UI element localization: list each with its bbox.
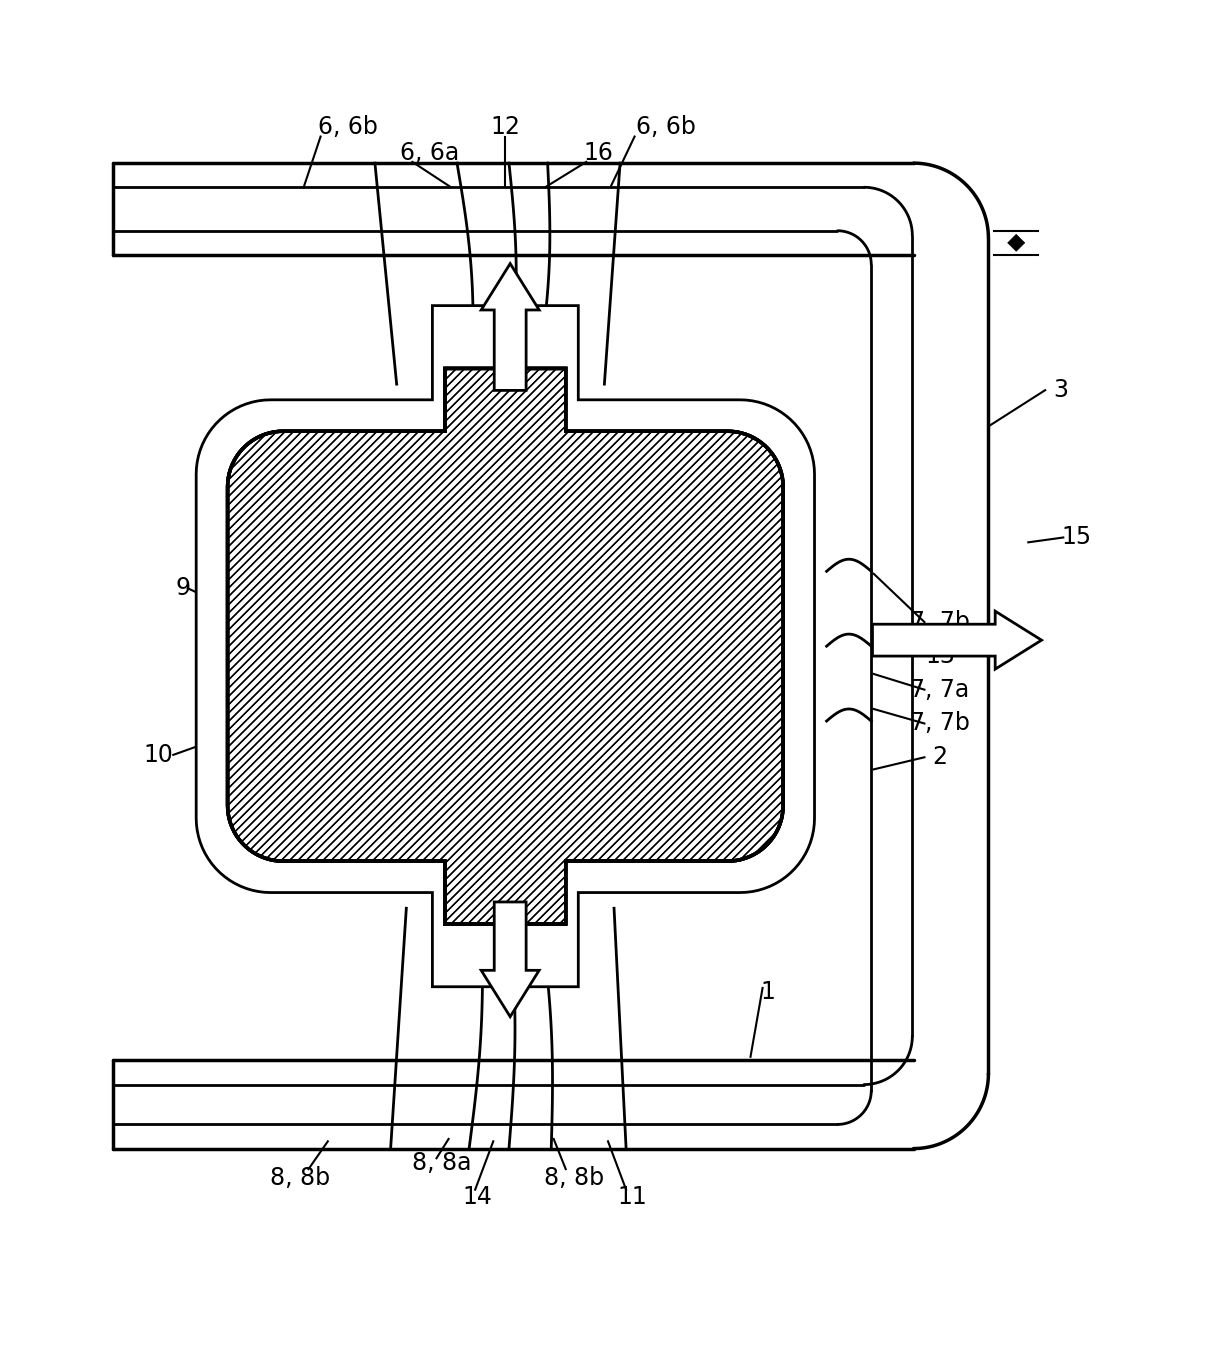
Polygon shape [227,369,783,923]
Polygon shape [1008,243,1025,252]
Text: 7, 7a: 7, 7a [911,677,969,702]
Text: 8, 8b: 8, 8b [270,1166,330,1190]
Text: 10: 10 [143,743,174,767]
Polygon shape [227,369,783,923]
Text: 16: 16 [584,141,613,166]
Text: 1: 1 [760,979,775,1004]
Polygon shape [482,902,539,1017]
Text: 11: 11 [618,1185,647,1209]
Text: 2: 2 [933,745,947,770]
Polygon shape [482,264,539,390]
Text: 6, 6a: 6, 6a [400,141,458,166]
Text: 7, 7b: 7, 7b [910,611,970,634]
Text: 6, 6b: 6, 6b [636,114,696,139]
Polygon shape [872,611,1042,669]
Text: 6, 6b: 6, 6b [319,114,378,139]
Text: 15: 15 [1062,525,1092,549]
Text: 3: 3 [1053,378,1069,403]
Polygon shape [196,306,815,987]
Text: 8, 8a: 8, 8a [411,1151,471,1175]
Text: 5: 5 [260,611,275,634]
Text: 13: 13 [925,643,955,668]
Text: 12: 12 [490,114,520,139]
Text: 4: 4 [229,685,243,709]
Polygon shape [1008,234,1025,243]
Text: 7, 7b: 7, 7b [910,711,970,736]
Text: 5: 5 [229,646,243,670]
Text: 9: 9 [175,577,191,600]
Text: 14: 14 [462,1185,492,1209]
Text: 8, 8b: 8, 8b [544,1166,604,1190]
